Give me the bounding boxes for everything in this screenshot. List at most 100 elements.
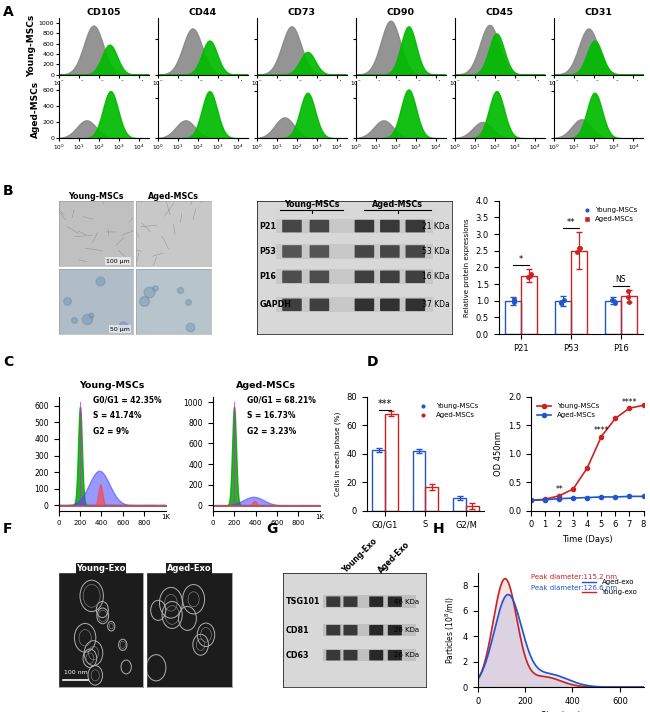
Aged-MSCs — [569, 494, 577, 503]
Text: 26 KDa: 26 KDa — [394, 627, 419, 633]
Young-exo — [474, 675, 482, 684]
Legend: Young-MSCs, Aged-MSCs: Young-MSCs, Aged-MSCs — [581, 204, 640, 225]
Aged-MSCs — [640, 492, 647, 501]
Y-axis label: Young-MSCs: Young-MSCs — [27, 15, 36, 78]
Text: 1K: 1K — [161, 514, 170, 520]
Text: G: G — [266, 522, 278, 535]
Aged-exo — [544, 669, 552, 677]
Text: *: * — [519, 255, 523, 263]
Bar — [323, 624, 416, 637]
Text: G0/G1 = 42.35%: G0/G1 = 42.35% — [93, 395, 161, 404]
FancyBboxPatch shape — [406, 245, 425, 258]
Title: Young-Exo: Young-Exo — [76, 564, 125, 573]
Title: Aged-MSCs: Aged-MSCs — [148, 192, 199, 201]
FancyBboxPatch shape — [276, 269, 433, 284]
Text: D: D — [367, 355, 379, 369]
Text: 26 KDa: 26 KDa — [394, 652, 419, 658]
Bar — [505, 300, 521, 334]
Text: 16 KDa: 16 KDa — [422, 272, 450, 281]
Aged-exo — [548, 670, 556, 679]
Text: 21 KDa: 21 KDa — [422, 221, 450, 231]
Text: 50 µm: 50 µm — [111, 327, 130, 332]
Text: **: ** — [555, 486, 563, 494]
Text: G2 = 3.23%: G2 = 3.23% — [247, 427, 296, 436]
Bar — [413, 451, 426, 511]
Young-MSCs — [555, 491, 563, 500]
FancyBboxPatch shape — [309, 245, 329, 258]
Young-exo — [551, 674, 558, 683]
Aged-exo — [487, 642, 495, 650]
Text: Young-Exo: Young-Exo — [341, 538, 379, 575]
Text: 53 KDa: 53 KDa — [422, 247, 450, 256]
Text: G0/G1 = 68.21%: G0/G1 = 68.21% — [247, 395, 316, 404]
Title: CD31: CD31 — [584, 8, 612, 17]
Text: A: A — [3, 5, 14, 19]
FancyBboxPatch shape — [355, 298, 374, 311]
FancyBboxPatch shape — [388, 597, 402, 607]
Title: Young-MSCs: Young-MSCs — [68, 192, 124, 201]
Text: F: F — [3, 522, 13, 535]
FancyBboxPatch shape — [369, 650, 384, 661]
FancyBboxPatch shape — [388, 650, 402, 661]
Text: Aged-MSCs: Aged-MSCs — [372, 200, 423, 209]
Aged-MSCs — [527, 496, 535, 505]
FancyBboxPatch shape — [326, 625, 341, 635]
Young-MSCs — [597, 432, 605, 441]
FancyBboxPatch shape — [282, 298, 302, 311]
Aged-MSCs — [555, 494, 563, 503]
FancyBboxPatch shape — [343, 625, 358, 635]
Bar — [453, 498, 466, 511]
Bar — [555, 300, 571, 334]
Text: ****: **** — [593, 426, 609, 435]
FancyBboxPatch shape — [406, 271, 425, 283]
Text: Peak diameter:115.2 nm: Peak diameter:115.2 nm — [531, 574, 617, 580]
Title: CD73: CD73 — [287, 8, 315, 17]
Text: Young-MSCs: Young-MSCs — [284, 200, 339, 209]
Line: Young-exo: Young-exo — [478, 579, 644, 687]
Text: 1K: 1K — [315, 514, 324, 520]
Y-axis label: Particles ($10^8$/ml): Particles ($10^8$/ml) — [444, 596, 457, 664]
FancyBboxPatch shape — [282, 271, 302, 283]
Title: CD44: CD44 — [188, 8, 216, 17]
Text: B: B — [3, 184, 14, 198]
Text: S = 41.74%: S = 41.74% — [93, 412, 141, 420]
FancyBboxPatch shape — [380, 220, 400, 232]
Young-MSCs — [527, 496, 535, 505]
Aged-MSCs — [583, 493, 591, 502]
Young-MSCs — [640, 401, 647, 409]
FancyBboxPatch shape — [406, 220, 425, 232]
Text: P21: P21 — [260, 221, 277, 231]
Text: 100 µm: 100 µm — [107, 258, 130, 263]
Aged-exo — [504, 590, 512, 599]
Aged-exo — [640, 683, 647, 691]
Text: TSG101: TSG101 — [286, 597, 320, 606]
FancyBboxPatch shape — [355, 271, 374, 283]
Text: CD81: CD81 — [286, 626, 309, 634]
Title: CD45: CD45 — [486, 8, 514, 17]
Title: Young-MSCs: Young-MSCs — [79, 382, 145, 390]
Text: **: ** — [567, 218, 575, 227]
Aged-exo — [493, 614, 501, 623]
X-axis label: Time (Days): Time (Days) — [562, 535, 612, 544]
FancyBboxPatch shape — [369, 625, 384, 635]
FancyBboxPatch shape — [309, 220, 329, 232]
Text: CD63: CD63 — [286, 651, 309, 660]
Young-MSCs — [612, 414, 619, 423]
Young-exo — [544, 673, 552, 681]
Title: Aged-Exo: Aged-Exo — [167, 564, 212, 573]
Legend: Aged-exo, Young-exo: Aged-exo, Young-exo — [579, 577, 640, 597]
Bar — [621, 295, 637, 334]
Bar — [372, 450, 385, 511]
FancyBboxPatch shape — [343, 597, 358, 607]
Young-exo — [640, 683, 647, 691]
Bar — [426, 487, 439, 511]
Aged-MSCs — [612, 493, 619, 501]
Aged-exo — [474, 674, 482, 683]
Y-axis label: Aged-MSCs: Aged-MSCs — [31, 81, 40, 138]
FancyBboxPatch shape — [276, 244, 433, 258]
Text: Peak diameter:126.6 nm: Peak diameter:126.6 nm — [531, 585, 617, 591]
FancyBboxPatch shape — [326, 597, 341, 607]
Text: ****: **** — [621, 398, 637, 407]
FancyBboxPatch shape — [380, 245, 400, 258]
Bar — [466, 506, 479, 511]
